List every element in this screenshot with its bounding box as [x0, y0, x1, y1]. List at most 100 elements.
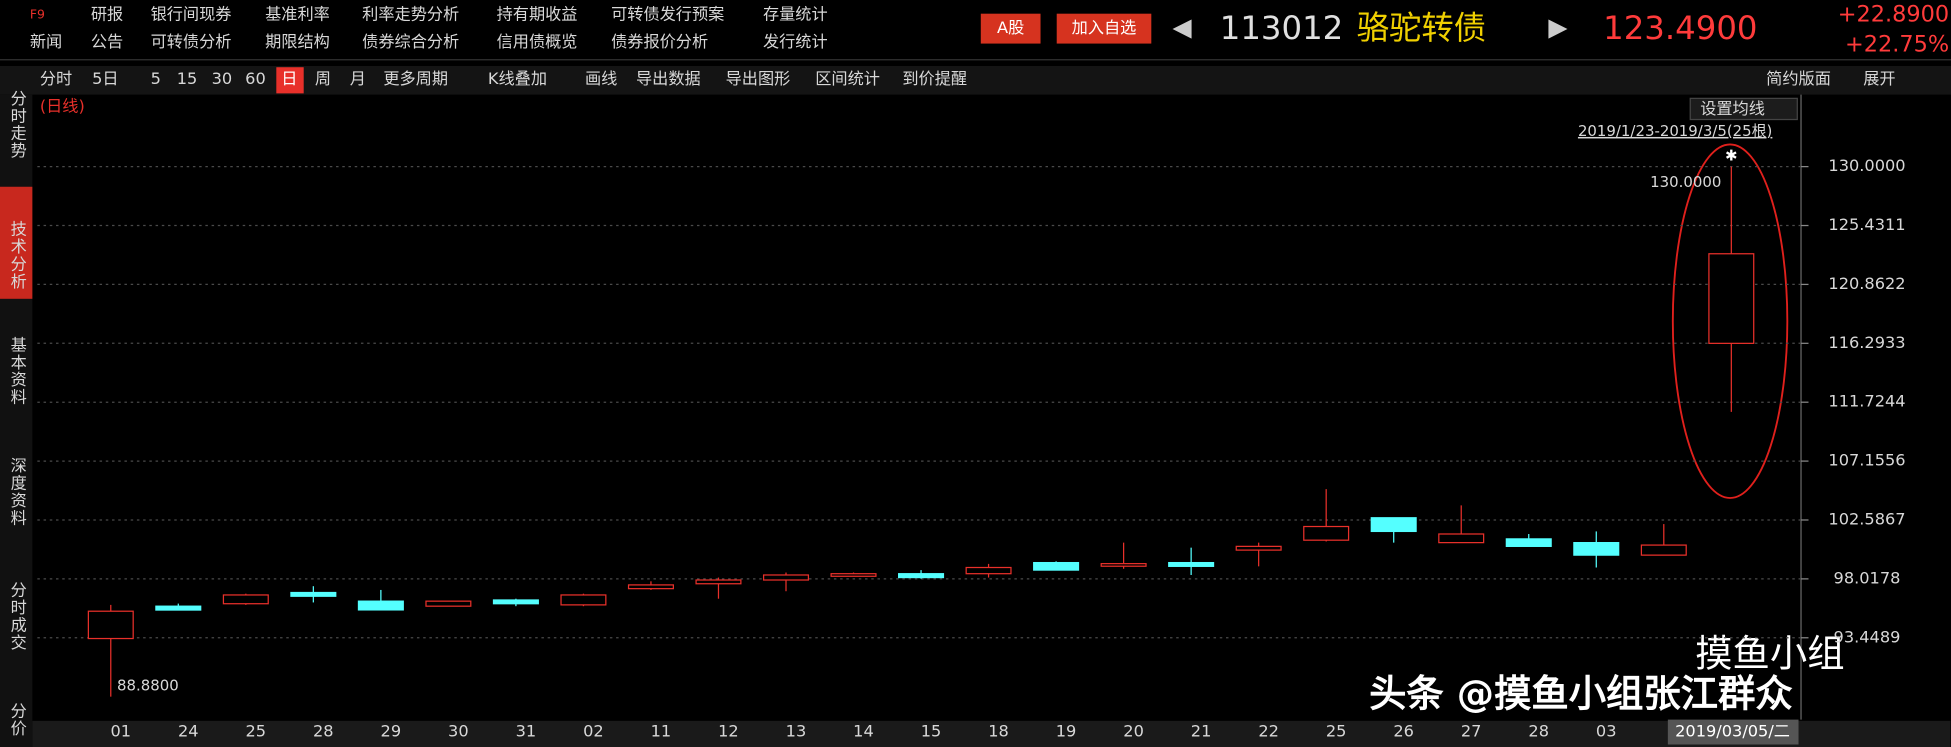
menu-item[interactable]: 持有期收益 [497, 4, 578, 23]
high-marker: ✱ [1725, 147, 1738, 165]
y-tick-label: 125.4311 [1828, 215, 1905, 234]
menu-item[interactable]: 发行统计 [763, 32, 828, 51]
y-tick-label: 116.2933 [1828, 333, 1905, 352]
ma-button[interactable]: 设置均线 [1700, 99, 1765, 118]
x-tick-label: 11 [651, 722, 672, 741]
menu-item[interactable]: 期限结构 [265, 32, 330, 51]
next-arrow[interactable]: ▶ [1548, 13, 1568, 42]
x-tick-label: 19 [1056, 722, 1077, 741]
candle-body [1033, 561, 1080, 571]
x-tick-label: 28 [313, 722, 334, 741]
candle-body [830, 573, 877, 577]
candle-body [762, 574, 810, 581]
change-pct: +22.75% [1845, 31, 1949, 57]
x-tick-label: 20 [1123, 722, 1144, 741]
toolbar-item[interactable]: 展开 [1863, 69, 1895, 88]
toolbar-item[interactable]: 导出数据 [636, 69, 701, 88]
x-tick-label: 14 [853, 722, 874, 741]
side-tab[interactable]: 分时成交 [8, 581, 27, 651]
candle-body [1303, 525, 1350, 541]
menu-item[interactable]: 公告 [91, 32, 123, 51]
a-share-button[interactable]: A股 [997, 18, 1024, 37]
toolbar-item[interactable]: 简约版面 [1766, 69, 1831, 88]
candle-body [1573, 542, 1620, 556]
toolbar-item[interactable]: 到价提醒 [902, 69, 967, 88]
candle-body [1640, 544, 1687, 556]
side-tab[interactable]: 分价 [8, 702, 27, 737]
watermark: 摸鱼小组 [1695, 632, 1844, 676]
candle-body [222, 594, 269, 605]
prev-arrow[interactable]: ◀ [1172, 13, 1192, 42]
menu-item[interactable]: 利率走势分析 [362, 4, 459, 23]
x-tick-label: 01 [110, 722, 131, 741]
candle-body [290, 591, 337, 597]
x-tick-label: 27 [1461, 722, 1482, 741]
side-tab[interactable]: 分时走势 [8, 90, 27, 160]
add-watch-button[interactable]: 加入自选 [1072, 18, 1137, 37]
toolbar-item[interactable]: 日 [281, 69, 297, 88]
ma-button-bg [1689, 97, 1798, 121]
menu-item[interactable]: F9 [30, 6, 45, 21]
menu-item[interactable]: 研报 [91, 4, 123, 23]
toolbar-item[interactable]: 30 [212, 69, 233, 88]
low-label: 88.8800 [117, 677, 179, 695]
toolbar-item[interactable]: 5日 [92, 69, 118, 88]
active-tab-bg [276, 67, 304, 94]
price: 123.4900 [1603, 9, 1757, 47]
x-tick-label: 21 [1191, 722, 1212, 741]
toolbar-item[interactable]: 画线 [585, 69, 617, 88]
watermark: 头条 @摸鱼小组张江群众 [1369, 671, 1793, 715]
x-tick-label: 26 [1393, 722, 1414, 741]
x-tick-label: 25 [1326, 722, 1347, 741]
toolbar-item[interactable]: 月 [350, 69, 366, 88]
x-tick-label: 24 [178, 722, 199, 741]
side-tab[interactable]: 深度资料 [8, 457, 27, 527]
candle-body [898, 573, 945, 579]
candle-body [1100, 563, 1147, 567]
toolbar-item[interactable]: 区间统计 [815, 69, 880, 88]
x-tick-label: 2019/03/05/二 [1675, 722, 1790, 741]
toolbar-item[interactable]: 60 [245, 69, 266, 88]
range-text: 2019/1/23-2019/3/5(25根) [1578, 122, 1772, 140]
toolbar-item[interactable]: 15 [177, 69, 198, 88]
menu-item[interactable]: 存量统计 [763, 4, 828, 23]
toolbar-item[interactable]: 更多周期 [383, 69, 448, 88]
toolbar-item[interactable]: 周 [315, 69, 331, 88]
menu-item[interactable]: 基准利率 [265, 4, 330, 23]
side-tab[interactable]: 技术分析 [8, 220, 27, 290]
toolbar-item[interactable]: 分时 [40, 69, 72, 88]
candle-body [1505, 538, 1552, 547]
toolbar-item[interactable]: 5 [151, 69, 161, 88]
y-tick-label: 102.5867 [1828, 509, 1905, 528]
candle-body [1370, 517, 1417, 533]
cursor-label-bg [1667, 719, 1799, 745]
menu-item[interactable]: 银行间现券 [151, 4, 232, 23]
y-tick-label: 93.4489 [1834, 627, 1901, 646]
x-tick-label: 12 [718, 722, 739, 741]
menu-item[interactable]: 可转债分析 [151, 32, 232, 51]
x-tick-label: 25 [245, 722, 266, 741]
period-label: (日线) [40, 97, 85, 116]
toolbar-item[interactable]: K线叠加 [488, 69, 547, 88]
candle-body [695, 579, 742, 585]
toolbar-item[interactable]: 导出图形 [726, 69, 791, 88]
menu-item[interactable]: 可转债发行预案 [611, 4, 724, 23]
menu-item[interactable]: 信用债概览 [497, 32, 578, 51]
menu-item[interactable]: 债券报价分析 [611, 32, 708, 51]
menu-item[interactable]: 新闻 [30, 32, 62, 51]
y-tick-label: 130.0000 [1828, 156, 1905, 175]
candle-body [560, 594, 607, 606]
y-tick-label: 111.7244 [1828, 392, 1905, 411]
candle-body [1235, 545, 1282, 551]
x-tick-label: 18 [988, 722, 1009, 741]
side-tab[interactable]: 基本资料 [8, 336, 27, 406]
toolbar-bg [0, 65, 1951, 95]
candle-body [492, 599, 539, 605]
x-tick-label: 03 [1596, 722, 1617, 741]
candle-body [87, 610, 134, 640]
x-tick-label: 30 [448, 722, 469, 741]
menu-item[interactable]: 债券综合分析 [362, 32, 459, 51]
x-tick-label: 22 [1258, 722, 1279, 741]
